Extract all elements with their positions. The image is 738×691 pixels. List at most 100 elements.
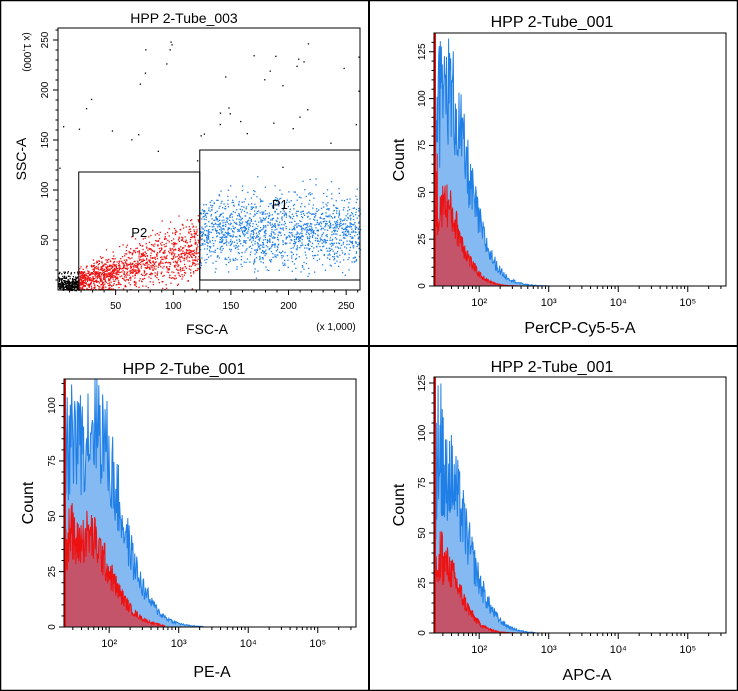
scatter-point (207, 242, 209, 244)
scatter-point (227, 189, 230, 191)
scatter-point (296, 226, 298, 229)
scatter-point (292, 215, 295, 217)
y-tick-label: 100 (417, 424, 428, 441)
scatter-point (80, 266, 82, 268)
scatter-point (267, 221, 269, 223)
scatter-point (191, 236, 193, 239)
scatter-point (296, 249, 298, 251)
scatter-point (220, 251, 222, 253)
scatter-point (112, 273, 114, 275)
histogram-series (63, 378, 204, 628)
scatter-point (142, 260, 144, 263)
scatter-point (105, 259, 107, 261)
scatter-point (165, 242, 167, 245)
scatter-point (210, 255, 212, 257)
scatter-point (244, 242, 247, 244)
scatter-point (335, 242, 338, 244)
scatter-point (159, 251, 161, 253)
scatter-point (332, 256, 334, 258)
scatter-point (251, 203, 253, 205)
scatter-point (150, 264, 152, 267)
x-tick-label: 100 (165, 301, 182, 312)
scatter-point (228, 261, 230, 264)
scatter-point (237, 251, 239, 254)
scatter-point (98, 285, 100, 288)
scatter-point (112, 278, 114, 280)
scatter-point (187, 280, 189, 282)
scatter-point (202, 232, 205, 235)
scatter-point (313, 229, 315, 232)
scatter-point (212, 262, 214, 264)
scatter-point (325, 235, 327, 237)
scatter-point (75, 285, 77, 288)
scatter-point (215, 216, 217, 218)
scatter-point (349, 219, 352, 221)
scatter-point (216, 217, 218, 220)
scatter-point (296, 247, 299, 249)
scatter-point (86, 275, 89, 277)
scatter-point (130, 263, 132, 266)
chart-title: HPP 2-Tube_001 (491, 14, 614, 31)
y-tick-label: 150 (40, 131, 51, 148)
scatter-point (321, 242, 323, 244)
scatter-point (295, 238, 298, 240)
scatter-point (110, 265, 113, 267)
scatter-point (269, 241, 271, 243)
scatter-point (259, 212, 261, 214)
scatter-point (127, 264, 129, 266)
scatter-point (206, 237, 208, 239)
scatter-point (250, 218, 253, 221)
scatter-point (218, 195, 221, 197)
scatter-point (148, 236, 150, 238)
scatter-point (256, 228, 258, 230)
scatter-point (130, 248, 132, 250)
scatter-point (209, 247, 211, 249)
scatter-point (267, 246, 269, 248)
scatter-point (281, 216, 283, 218)
scatter-point (160, 261, 162, 263)
scatter-point (359, 229, 362, 231)
scatter-point (345, 234, 347, 237)
scatter-point (261, 211, 263, 213)
scatter-point (357, 222, 360, 224)
x-tick-label: 150 (223, 301, 240, 312)
scatter-point (292, 247, 294, 249)
scatter-point (210, 222, 213, 225)
scatter-point (269, 203, 271, 205)
scatter-point (185, 226, 187, 228)
scatter-point (82, 274, 84, 277)
scatter-point (134, 277, 136, 279)
scatter-point (212, 236, 214, 239)
scatter-point (306, 231, 308, 233)
scatter-point (131, 253, 133, 255)
scatter-point (286, 242, 288, 244)
scatter-point (289, 211, 291, 213)
scatter-point (71, 288, 73, 290)
scatter-point (262, 252, 264, 254)
scatter-point (265, 233, 267, 235)
scatter-point (119, 267, 122, 269)
scatter-point (221, 238, 223, 240)
scatter-point (326, 208, 328, 210)
x-tick-label: 10³ (171, 638, 187, 650)
scatter-point (240, 255, 243, 258)
scatter-point (69, 275, 71, 278)
scatter-point (336, 250, 339, 253)
scatter-point (172, 255, 175, 258)
scatter-point (301, 230, 303, 232)
scatter-point (317, 229, 319, 231)
scatter-point (95, 268, 97, 270)
scatter-point (269, 259, 271, 261)
scatter-point (254, 260, 256, 262)
scatter-point (84, 271, 86, 273)
scatter-point (85, 273, 87, 275)
scatter-point (335, 238, 338, 240)
scatter-point (58, 277, 60, 280)
scatter-point (191, 256, 193, 258)
scatter-point (254, 190, 256, 193)
scatter-point (188, 251, 190, 253)
histogram-series-red (63, 503, 166, 628)
scatter-point (62, 283, 64, 285)
